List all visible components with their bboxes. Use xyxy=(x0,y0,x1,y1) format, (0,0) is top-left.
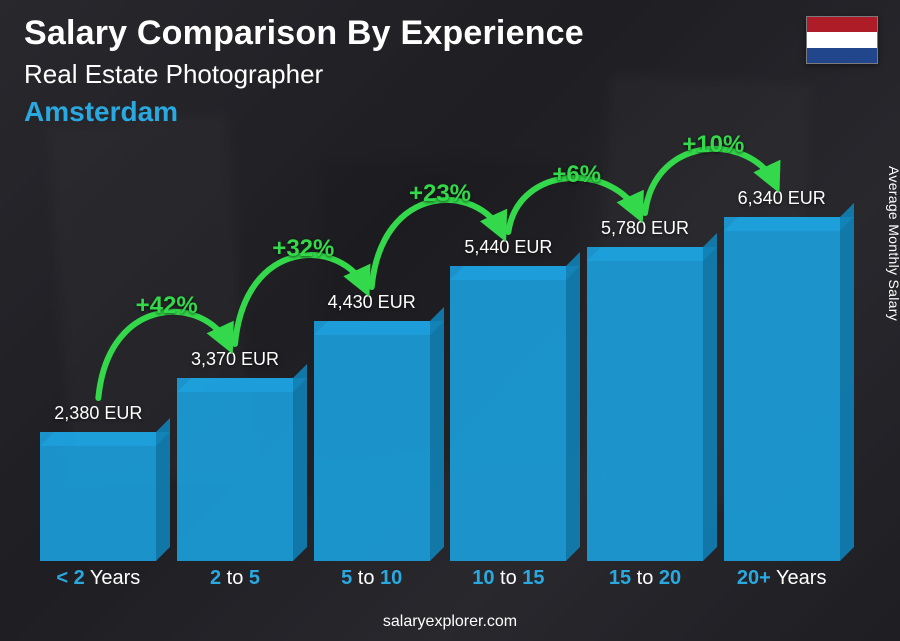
x-category: 15 to 20 xyxy=(585,567,706,595)
bar-slot: 4,430 EUR xyxy=(311,292,432,561)
infographic-stage: { "header": { "title": "Salary Compariso… xyxy=(0,0,900,641)
bar-slot: 3,370 EUR xyxy=(175,349,296,561)
increase-pct-label: +42% xyxy=(136,292,198,320)
x-category: 20+ Years xyxy=(721,567,842,595)
netherlands-flag-icon xyxy=(806,16,878,64)
chart-subtitle: Real Estate Photographer xyxy=(24,59,584,90)
flag-stripe-white xyxy=(807,32,877,47)
bar-slot: 5,440 EUR xyxy=(448,237,569,561)
y-axis-label: Average Monthly Salary xyxy=(886,166,900,321)
increase-pct-label: +23% xyxy=(409,180,471,208)
bar-slot: 6,340 EUR xyxy=(721,188,842,561)
x-axis: < 2 Years 2 to 5 5 to 10 10 to 15 15 to 20 20… xyxy=(30,567,850,595)
increase-pct-label: +10% xyxy=(682,131,744,159)
bar-value-label: 2,380 EUR xyxy=(54,403,142,424)
increase-pct-label: +6% xyxy=(552,161,601,189)
flag-stripe-red xyxy=(807,17,877,32)
footer-credit: salaryexplorer.com xyxy=(0,613,900,631)
bar xyxy=(724,217,840,561)
bar xyxy=(450,266,566,561)
bar-slot: 5,780 EUR xyxy=(585,218,706,561)
bar-value-label: 6,340 EUR xyxy=(738,188,826,209)
bar-value-label: 3,370 EUR xyxy=(191,349,279,370)
chart-title: Salary Comparison By Experience xyxy=(24,14,584,53)
increase-pct-label: +32% xyxy=(272,235,334,263)
flag-stripe-blue xyxy=(807,48,877,63)
x-category: < 2 Years xyxy=(38,567,159,595)
bar xyxy=(587,247,703,561)
bar-slot: 2,380 EUR xyxy=(38,403,159,561)
bar xyxy=(314,321,430,561)
header: Salary Comparison By Experience Real Est… xyxy=(24,14,584,128)
bar-chart: 2,380 EUR 3,370 EUR 4,430 EUR 5,440 EUR 5,78… xyxy=(30,121,850,561)
bar-value-label: 5,780 EUR xyxy=(601,218,689,239)
bar-value-label: 5,440 EUR xyxy=(464,237,552,258)
bar xyxy=(40,432,156,561)
x-category: 10 to 15 xyxy=(448,567,569,595)
x-category: 5 to 10 xyxy=(311,567,432,595)
bar xyxy=(177,378,293,561)
x-category: 2 to 5 xyxy=(175,567,296,595)
bar-value-label: 4,430 EUR xyxy=(328,292,416,313)
